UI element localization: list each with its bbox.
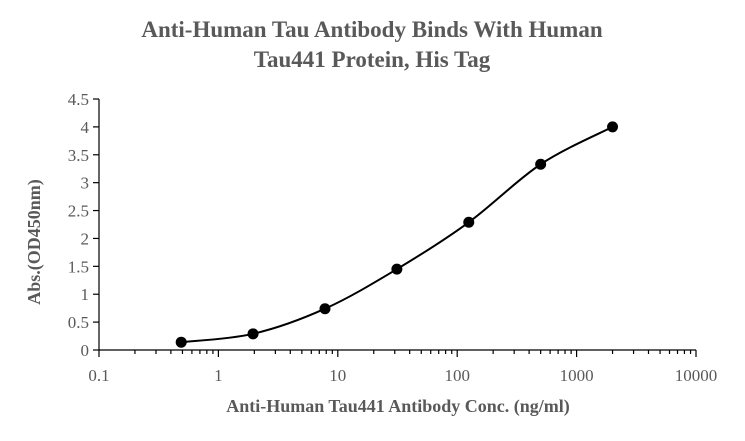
y-tick-label: 4: [81, 118, 90, 137]
y-tick-label: 3.5: [68, 146, 89, 165]
data-point: [175, 336, 187, 348]
data-point: [607, 121, 619, 133]
x-tick-label: 1: [214, 366, 223, 385]
y-tick-label: 0.5: [68, 313, 89, 332]
y-tick-label: 2: [81, 229, 90, 248]
fit-curve: [181, 126, 614, 344]
y-axis-title: Abs.(OD450nm): [24, 179, 45, 305]
y-tick-label: 1.5: [68, 257, 89, 276]
data-point: [391, 263, 403, 275]
x-axis: 0.1 1 10 100 1000 10000: [88, 349, 718, 385]
x-tick-label: 10000: [675, 366, 718, 385]
y-tick-label: 1: [81, 285, 90, 304]
data-point: [247, 328, 259, 340]
x-axis-title: Anti-Human Tau441 Antibody Conc. (ng/ml): [226, 396, 570, 417]
y-tick-label: 0: [81, 341, 90, 360]
x-tick-label: 100: [444, 366, 470, 385]
y-tick-label: 4.5: [68, 90, 89, 109]
series-layer: [175, 121, 619, 348]
x-tick-label: 10: [329, 366, 346, 385]
chart-title-line-2: Tau441 Protein, His Tag: [254, 47, 491, 72]
y-axis: 0 0.5 1 1.5 2 2.5 3 3.5 4 4.5: [68, 90, 100, 360]
x-tick-label: 0.1: [88, 366, 109, 385]
y-tick-label: 3: [81, 174, 90, 193]
data-point: [535, 158, 547, 170]
data-point: [463, 216, 475, 228]
data-point: [319, 303, 331, 315]
chart-title-line-1: Anti-Human Tau Antibody Binds With Human: [141, 17, 602, 42]
x-tick-label: 1000: [560, 366, 594, 385]
y-tick-label: 2.5: [68, 202, 89, 221]
